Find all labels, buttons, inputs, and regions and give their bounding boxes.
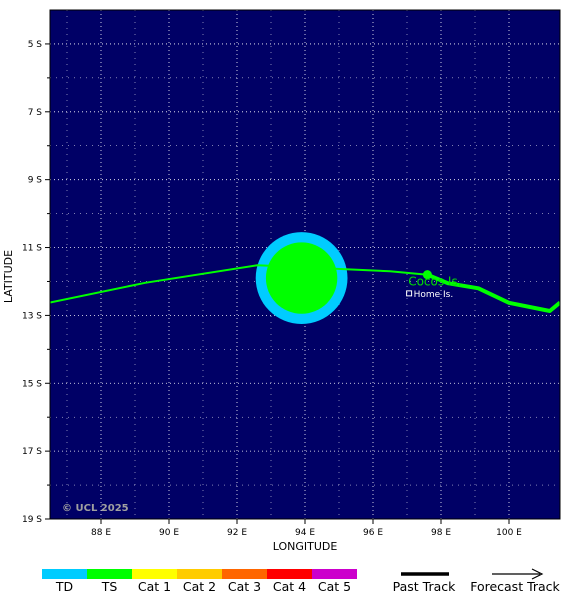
storm-track — [50, 264, 560, 313]
legend-swatch-cat-1 — [132, 569, 177, 579]
legend-swatch-td — [42, 569, 87, 579]
legend-swatch-cat-5 — [312, 569, 357, 579]
lat-tick-label: 7 S — [28, 108, 43, 118]
lon-tick-label: 94 E — [295, 528, 315, 538]
past-track-line — [50, 264, 428, 304]
legend-label-cat-1: Cat 1 — [138, 579, 171, 594]
ts-wind-radius — [265, 242, 338, 314]
legend-label-cat-4: Cat 4 — [273, 579, 306, 594]
lat-tick-label: 5 S — [28, 40, 43, 50]
lat-tick-label: 9 S — [28, 176, 43, 186]
legend-swatch-cat-2 — [177, 569, 222, 579]
lon-tick-label: 90 E — [159, 528, 179, 538]
lat-tick-label: 13 S — [22, 311, 42, 321]
legend-label-cat-5: Cat 5 — [318, 579, 351, 594]
lat-tick-label: 19 S — [22, 515, 42, 525]
legend-swatch-cat-3 — [222, 569, 267, 579]
current-position-marker — [422, 270, 432, 280]
map-frame: Cocos Is. Home Is. © UCL 2025 — [49, 9, 561, 520]
lon-tick-label: 88 E — [91, 528, 111, 538]
lon-tick-label: 100 E — [496, 528, 522, 538]
axis-ticks: 88 E 90 E 92 E 94 E 96 E 98 E 100 E 5 S 7 S 9 S 11… — [22, 40, 522, 538]
x-axis-title: LONGITUDE — [273, 540, 338, 553]
legend: TD TS Cat 1 Cat 2 Cat 3 Cat 4 Cat 5 Past Track F… — [42, 568, 561, 594]
legend-label-ts: TS — [101, 579, 118, 594]
grid-lines — [50, 10, 560, 519]
legend-label-cat-3: Cat 3 — [228, 579, 261, 594]
copyright-label: © UCL 2025 — [62, 503, 129, 514]
lon-tick-label: 92 E — [227, 528, 247, 538]
lat-tick-label: 15 S — [22, 379, 42, 389]
y-axis-title: LATITUDE — [2, 250, 15, 303]
legend-label-cat-2: Cat 2 — [183, 579, 216, 594]
legend-forecast-track-label: Forecast Track — [470, 579, 560, 594]
lon-tick-label: 98 E — [431, 528, 451, 538]
place-markers: Cocos Is. Home Is. — [406, 274, 462, 300]
storm-wind-field — [255, 232, 348, 324]
place-label-cocos: Cocos Is. — [408, 274, 461, 288]
place-label-home: Home Is. — [414, 290, 454, 300]
forecast-track-line — [426, 272, 560, 313]
lat-tick-label: 17 S — [22, 447, 42, 457]
legend-label-td: TD — [55, 579, 73, 594]
legend-forecast-arrowhead — [531, 568, 544, 580]
home-island-marker — [406, 290, 413, 297]
legend-swatch-ts — [87, 569, 132, 579]
lon-tick-label: 96 E — [363, 528, 383, 538]
lat-tick-label: 11 S — [22, 244, 42, 254]
legend-past-track-label: Past Track — [393, 579, 456, 594]
legend-swatch-cat-4 — [267, 569, 312, 579]
